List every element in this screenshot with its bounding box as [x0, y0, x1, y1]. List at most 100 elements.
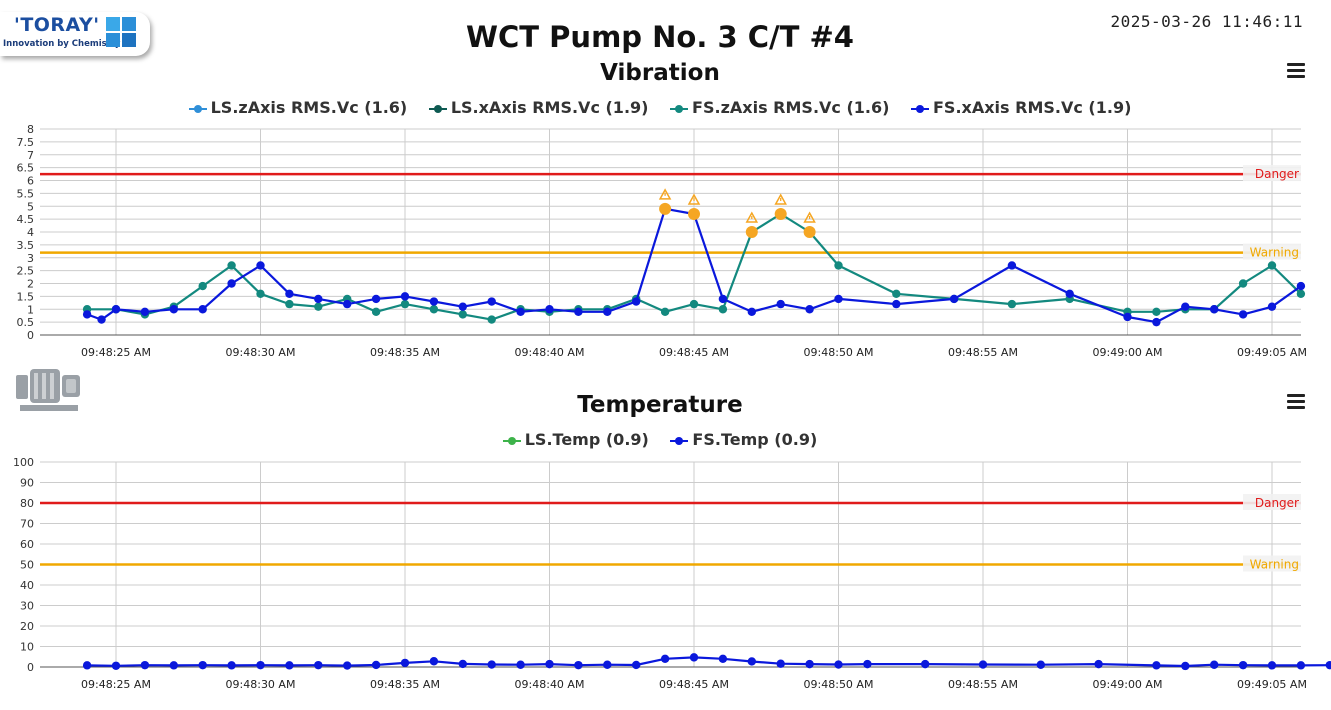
y-tick-label: 10 [20, 641, 34, 654]
data-point [1210, 660, 1219, 669]
data-point [140, 660, 150, 670]
data-point [371, 307, 381, 317]
y-tick-label: 20 [20, 620, 34, 633]
legend-item-fs-xaxis[interactable]: FS.xAxis RMS.Vc (1.9) [911, 98, 1131, 117]
threshold-label-bg [1243, 555, 1301, 572]
legend-item-ls-xaxis[interactable]: LS.xAxis RMS.Vc (1.9) [428, 98, 648, 117]
data-point [689, 299, 699, 309]
data-point [1181, 661, 1190, 671]
data-point [805, 305, 814, 314]
x-tick-label: 09:48:50 AM [804, 678, 874, 691]
data-point [1123, 312, 1132, 322]
data-point [285, 289, 294, 298]
x-tick-label: 09:48:40 AM [515, 346, 585, 359]
data-point [1065, 289, 1074, 298]
series-line [87, 212, 1302, 321]
x-tick-label: 09:48:55 AM [948, 346, 1018, 359]
y-tick-label: 6.5 [17, 162, 35, 175]
y-tick-label: 3.5 [17, 239, 35, 252]
data-point [314, 302, 323, 311]
y-tick-label: 4 [27, 226, 34, 239]
vibration-menu-icon[interactable] [1287, 63, 1305, 81]
x-tick-label: 09:48:30 AM [226, 678, 296, 691]
data-point [1036, 660, 1046, 669]
data-point [169, 661, 178, 670]
x-tick-label: 09:48:40 AM [515, 678, 585, 691]
data-point [371, 660, 381, 670]
data-point [603, 307, 612, 317]
data-point [545, 305, 554, 314]
data-point [256, 289, 265, 298]
x-tick-label: 09:48:25 AM [81, 678, 151, 691]
data-point [1238, 310, 1248, 319]
threshold-label-bg [1243, 243, 1301, 260]
data-point [1007, 299, 1017, 309]
data-point [1267, 261, 1277, 270]
data-point [458, 310, 467, 319]
x-tick-label: 09:49:00 AM [1093, 346, 1163, 359]
alert-point [803, 226, 816, 238]
data-point [314, 660, 323, 670]
data-point [458, 302, 467, 311]
company-logo: 'TORAY' Innovation by Chemistry [0, 12, 150, 56]
data-point [1296, 281, 1306, 291]
y-tick-label: 2 [27, 278, 34, 291]
data-point [1152, 307, 1161, 317]
y-tick-label: 40 [20, 579, 34, 592]
data-point [1181, 302, 1190, 311]
data-point [689, 653, 699, 662]
data-point [169, 305, 178, 314]
alert-point [774, 207, 787, 220]
threshold-label-warning: Warning [1250, 558, 1299, 572]
data-point [1094, 659, 1103, 669]
data-point [458, 659, 467, 669]
y-tick-label: 5 [27, 200, 34, 213]
legend-item-ls-zaxis[interactable]: LS.zAxis RMS.Vc (1.6) [188, 98, 407, 117]
temperature-menu-icon[interactable] [1287, 394, 1305, 412]
x-tick-label: 09:48:45 AM [659, 678, 729, 691]
legend-item-ls-temp[interactable]: LS.Temp (0.9) [502, 430, 649, 449]
threshold-label-bg [1243, 165, 1301, 182]
data-point [632, 297, 641, 306]
y-tick-label: 6 [27, 175, 34, 188]
data-point [574, 307, 583, 317]
x-tick-label: 09:49:05 AM [1237, 678, 1307, 691]
data-point [1296, 289, 1306, 298]
y-tick-label: 8 [27, 123, 34, 136]
threshold-label-danger: Danger [1255, 167, 1299, 181]
data-point [111, 305, 121, 314]
data-point [718, 294, 728, 304]
data-point [545, 659, 554, 669]
data-point [978, 660, 988, 669]
data-point [718, 305, 728, 314]
data-point [487, 660, 496, 669]
data-point [429, 305, 439, 314]
y-tick-label: 90 [20, 477, 34, 490]
data-point [227, 279, 236, 288]
data-point [198, 660, 207, 670]
threshold-label-bg [1243, 494, 1301, 510]
data-point [660, 307, 670, 317]
temperature-legend: LS.Temp (0.9) FS.Temp (0.9) [0, 430, 1320, 449]
data-point [892, 289, 901, 298]
y-tick-label: 1 [27, 303, 34, 316]
x-tick-label: 09:49:00 AM [1093, 678, 1163, 691]
legend-item-fs-temp[interactable]: FS.Temp (0.9) [670, 430, 817, 449]
data-point [227, 261, 236, 270]
data-point [256, 261, 265, 270]
y-tick-label: 2.5 [17, 265, 35, 278]
data-point [718, 654, 728, 663]
data-point [285, 661, 294, 670]
temperature-chart-title: Temperature [577, 392, 743, 418]
page-title: WCT Pump No. 3 C/T #4 [466, 20, 854, 54]
data-point [516, 307, 525, 317]
x-tick-label: 09:48:30 AM [226, 346, 296, 359]
legend-item-fs-zaxis[interactable]: FS.zAxis RMS.Vc (1.6) [670, 98, 889, 117]
y-tick-label: 100 [13, 456, 34, 469]
data-point [1267, 661, 1277, 670]
data-point [82, 310, 92, 319]
data-point [1007, 261, 1017, 270]
x-tick-label: 09:48:45 AM [659, 346, 729, 359]
alert-point [659, 202, 672, 215]
warning-triangle-icon [658, 188, 672, 200]
